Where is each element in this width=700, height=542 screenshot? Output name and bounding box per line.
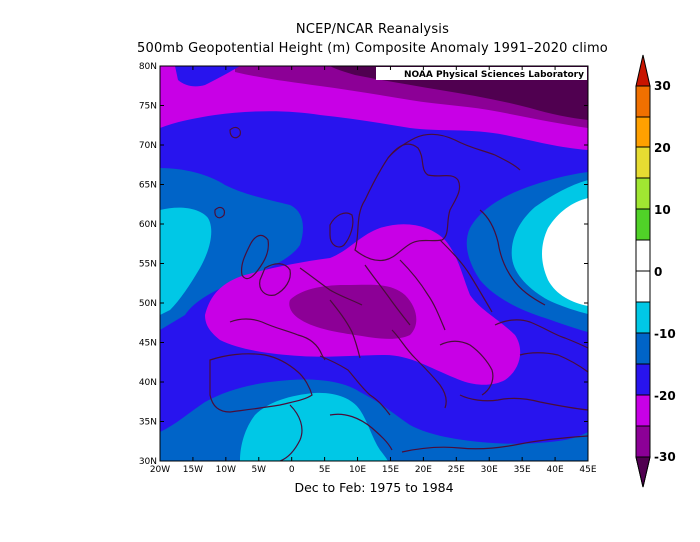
- longitude-tick-label: 5E: [319, 465, 331, 475]
- latitude-tick-label: 50N: [139, 299, 157, 309]
- latitude-tick-label: 60N: [139, 220, 157, 230]
- longitude-tick-label: 5W: [251, 465, 266, 475]
- longitude-tick-label: 0: [289, 465, 295, 475]
- latitude-tick-label: 75N: [139, 102, 157, 112]
- colorbar-bin: [635, 332, 651, 365]
- latitude-ticks: 80N 75N 70N 65N 60N 55N 50N 45N 40N 35N 30N: [139, 62, 588, 467]
- mid-blue-west: [160, 168, 303, 330]
- longitude-tick-label: 15W: [183, 465, 203, 475]
- colorbar-bin: [635, 208, 651, 241]
- colorbar-bin: [635, 394, 651, 427]
- colorbar-bin: [635, 363, 651, 396]
- longitude-tick-label: 45E: [579, 465, 596, 475]
- longitude-tick-label: 40E: [547, 465, 564, 475]
- longitude-tick-label: 20E: [415, 465, 432, 475]
- longitude-tick-label: 35E: [514, 465, 531, 475]
- credit-box: [376, 67, 587, 80]
- latitude-tick-label: 45N: [139, 339, 157, 349]
- longitude-tick-label: 15E: [382, 465, 399, 475]
- colorbar-lower-tip: [635, 456, 651, 488]
- magenta-nw-patch: [160, 66, 180, 110]
- colorbar-bin: [635, 301, 651, 334]
- latitude-tick-label: 30N: [139, 457, 157, 467]
- colorbar-bin: [635, 146, 651, 179]
- coastlines: [209, 126, 588, 461]
- blue-nw-wedge: [175, 66, 240, 87]
- colorbar-bin: [635, 177, 651, 210]
- colorbar-label: 10: [654, 203, 671, 217]
- latitude-tick-label: 80N: [139, 62, 157, 72]
- latitude-tick-label: 70N: [139, 141, 157, 151]
- chart-title: NCEP/NCAR Reanalysis: [295, 22, 450, 37]
- chart-subtitle: 500mb Geopotential Height (m) Composite …: [137, 41, 608, 56]
- dark-purple-central-core: [289, 284, 417, 339]
- longitude-tick-label: 30E: [481, 465, 498, 475]
- colorbar-label: 30: [654, 79, 671, 93]
- longitude-ticks: 20W 15W 10W 5W 0 5E 10E 15E 20E 25E 30E 35E 40E 45E: [150, 66, 597, 475]
- latitude-tick-label: 35N: [139, 418, 157, 428]
- cyan-south: [240, 392, 388, 461]
- colorbar-label: -30: [654, 450, 676, 464]
- anomaly-contour-fill: [160, 66, 588, 461]
- colorbar-label: -20: [654, 389, 676, 403]
- longitude-tick-label: 10W: [216, 465, 236, 475]
- colorbar-bin: [635, 85, 651, 118]
- cyan-west: [160, 207, 212, 315]
- white-east-minimum: [542, 198, 588, 306]
- colorbar-label: 20: [654, 141, 671, 155]
- longitude-tick-label: 10E: [349, 465, 366, 475]
- colorbar-bin: [635, 116, 651, 148]
- colorbar: 30 20 10 0 -10 -20 -30: [635, 54, 676, 488]
- colorbar-label: 0: [654, 265, 662, 279]
- latitude-tick-label: 40N: [139, 378, 157, 388]
- longitude-tick-label: 20W: [150, 465, 170, 475]
- colorbar-bin: [635, 239, 651, 272]
- credit-label: NOAA Physical Sciences Laboratory: [404, 70, 584, 80]
- longitude-tick-label: 25E: [448, 465, 465, 475]
- colorbar-label: -10: [654, 327, 676, 341]
- colorbar-upper-arrow: [635, 54, 651, 87]
- time-range-label: Dec to Feb: 1975 to 1984: [294, 480, 454, 495]
- latitude-tick-label: 65N: [139, 181, 157, 191]
- colorbar-bin: [635, 270, 651, 303]
- latitude-tick-label: 55N: [139, 260, 157, 270]
